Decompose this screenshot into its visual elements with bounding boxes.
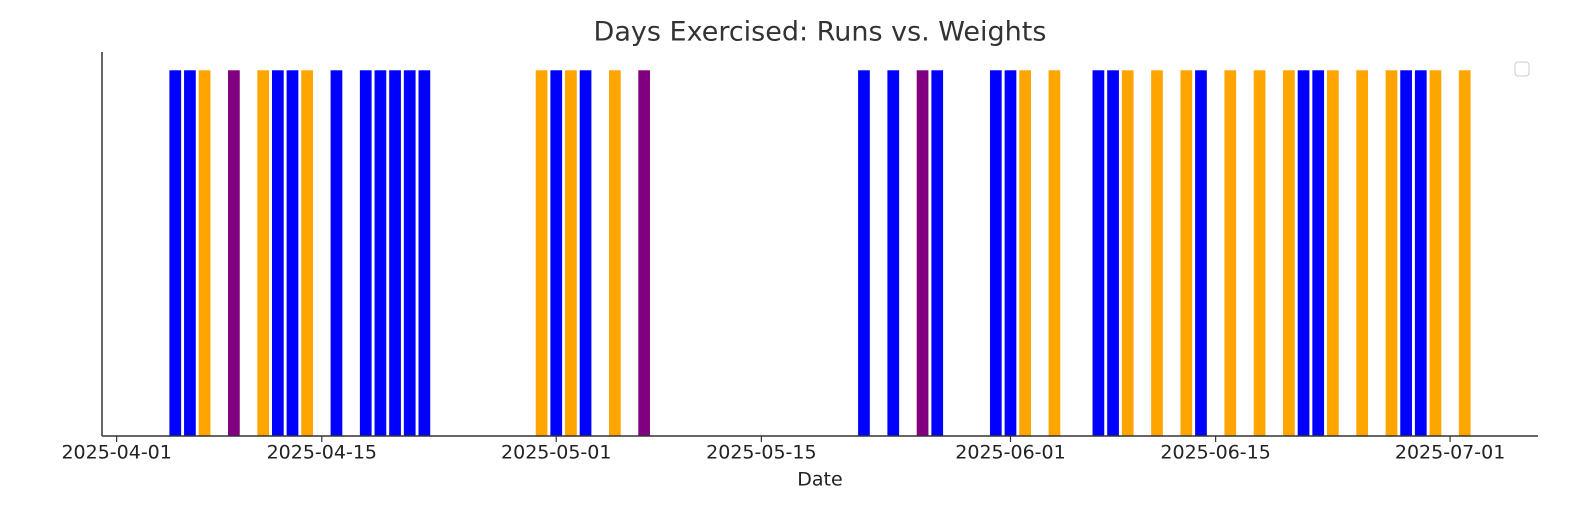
- bar: [1458, 70, 1471, 437]
- bar: [1297, 70, 1310, 437]
- bar: [1385, 70, 1398, 437]
- bar: [1356, 70, 1369, 437]
- bar: [565, 70, 577, 437]
- bar: [535, 70, 548, 437]
- bar: [359, 70, 372, 437]
- bar: [989, 70, 1002, 437]
- x-tick-label: 2025-04-01: [61, 442, 171, 464]
- x-tick-label: 2025-05-15: [706, 442, 816, 464]
- bar: [1121, 70, 1134, 437]
- bar: [887, 70, 900, 437]
- bar: [286, 70, 299, 437]
- bar: [198, 70, 211, 437]
- bar: [418, 70, 431, 437]
- bar: [271, 70, 284, 437]
- bar: [1004, 70, 1017, 437]
- bar: [1312, 70, 1325, 437]
- bar: [1400, 70, 1412, 437]
- bar: [1414, 70, 1427, 437]
- bar: [1195, 70, 1207, 437]
- bar: [301, 70, 314, 437]
- x-tick-label: 2025-06-01: [955, 442, 1065, 464]
- bar: [550, 70, 563, 437]
- bar: [1151, 70, 1163, 437]
- bar: [257, 70, 270, 437]
- x-tick-label: 2025-04-15: [267, 442, 377, 464]
- bar: [1092, 70, 1105, 437]
- bar: [1180, 70, 1193, 437]
- x-tick-label: 2025-06-15: [1160, 442, 1270, 464]
- bar: [403, 70, 416, 437]
- bar: [1283, 70, 1295, 437]
- x-tick-label: 2025-07-01: [1395, 442, 1505, 464]
- bar: [228, 70, 240, 437]
- bar: [1253, 70, 1266, 437]
- x-axis-label: Date: [797, 469, 842, 491]
- bar: [1019, 70, 1032, 437]
- bar: [638, 70, 651, 437]
- x-tick-label: 2025-05-01: [501, 442, 611, 464]
- legend-box: [1514, 61, 1530, 77]
- bar: [579, 70, 592, 437]
- bar: [1048, 70, 1061, 437]
- bar: [858, 70, 870, 437]
- bar: [1326, 70, 1339, 437]
- bar: [1107, 70, 1119, 437]
- bar: [330, 70, 343, 437]
- bar: [184, 70, 196, 437]
- bar: [169, 70, 182, 437]
- bar: [1429, 70, 1442, 437]
- bar: [374, 70, 387, 437]
- bar: [916, 70, 929, 437]
- bar: [1224, 70, 1237, 437]
- bar: [608, 70, 621, 437]
- chart-title: Days Exercised: Runs vs. Weights: [594, 17, 1047, 48]
- bar: [389, 70, 401, 437]
- bar: [931, 70, 944, 437]
